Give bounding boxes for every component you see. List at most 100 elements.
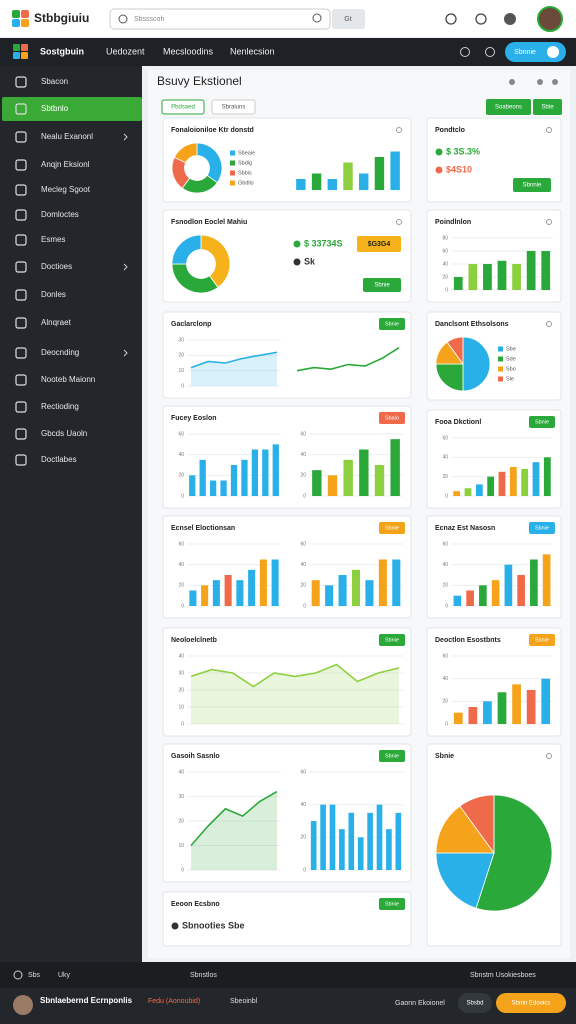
sidebar-active [2, 97, 142, 121]
search-box[interactable] [109, 8, 331, 30]
tab-label: Sbraiuns [222, 105, 246, 111]
sidebar-item[interactable]: Gbcds Uaoln [41, 429, 87, 438]
line [190, 663, 400, 688]
nav-item[interactable]: Mecsloodins [163, 46, 214, 56]
card-badge[interactable] [379, 522, 405, 534]
sidebar-item[interactable]: Mecleg Sgoot [41, 185, 91, 194]
card-menu[interactable] [546, 753, 552, 759]
nav-item[interactable]: Nenlecsion [230, 46, 275, 56]
card-menu[interactable] [546, 219, 552, 225]
sidebar-item[interactable]: Sbtbnlo [41, 104, 69, 113]
search-button[interactable] [332, 9, 365, 29]
bar [325, 585, 334, 606]
card-menu[interactable] [396, 219, 402, 225]
action-button[interactable] [533, 99, 562, 115]
bar [376, 804, 383, 870]
sidebar [0, 66, 142, 962]
footer-button[interactable] [496, 993, 566, 1013]
legend-label: Sbo [506, 366, 516, 372]
search-icon [118, 14, 128, 24]
footer-item[interactable]: Sbnstm Usokiesboes [470, 972, 536, 979]
area [191, 352, 277, 386]
bar [526, 690, 536, 724]
card-badge[interactable] [529, 522, 555, 534]
nav-icon[interactable] [460, 47, 470, 57]
y-tick-label: 60 [178, 431, 184, 437]
y-tick-label: 0 [445, 493, 448, 499]
bar [504, 564, 513, 606]
card-badge[interactable] [529, 634, 555, 646]
footer-item[interactable]: Sbnstlos [190, 972, 217, 979]
avatar[interactable] [537, 6, 563, 32]
nav-icon[interactable] [485, 47, 495, 57]
bar [241, 459, 248, 496]
nav-logo [21, 52, 28, 59]
legend-label: Sbdig [238, 160, 252, 166]
bar [509, 467, 517, 496]
card-badge[interactable] [379, 898, 405, 910]
bar [209, 480, 217, 496]
card-menu[interactable] [546, 127, 552, 133]
bar [390, 151, 400, 190]
y-tick-label: 60 [178, 541, 184, 547]
sidebar-item[interactable]: Domloctes [41, 210, 79, 219]
footer-item[interactable]: Uky [58, 972, 71, 979]
bar [468, 264, 478, 290]
icon-button[interactable] [445, 13, 457, 25]
footer-item[interactable]: Sbs [28, 972, 41, 979]
sidebar-item[interactable]: Anqjn Eksionl [41, 160, 90, 169]
sidebar-item[interactable]: Sbacon [41, 77, 68, 86]
tab[interactable] [161, 99, 205, 115]
search-placeholder: Sbssscoh [134, 16, 164, 23]
sidebar-item[interactable]: Doctlabes [41, 455, 77, 464]
sidebar-item[interactable]: Esmes [41, 235, 65, 244]
toolbar-icon [552, 79, 558, 85]
bar [212, 580, 220, 606]
legend-swatch [230, 150, 235, 156]
footer-button[interactable] [458, 993, 492, 1013]
bar [479, 585, 487, 606]
bar [327, 475, 338, 496]
y-tick-label: 0 [445, 721, 448, 727]
bar [512, 684, 521, 724]
card-badge[interactable] [379, 412, 405, 424]
bar [497, 692, 507, 724]
bar [339, 829, 345, 870]
toolbar-icon [509, 79, 515, 85]
bar [271, 559, 279, 606]
nav-item[interactable]: Uedozent [106, 46, 145, 56]
sidebar-item[interactable]: Deocnding [41, 348, 79, 357]
y-tick-label: 0 [181, 603, 184, 609]
icon-button[interactable] [475, 13, 487, 25]
bar [497, 260, 507, 290]
sidebar-item[interactable]: Doctioes [41, 262, 72, 271]
y-tick-label: 60 [300, 769, 306, 775]
action-button[interactable] [486, 99, 531, 115]
card-badge[interactable] [379, 318, 405, 330]
button[interactable] [363, 278, 401, 292]
card-badge[interactable] [379, 634, 405, 646]
card-badge[interactable] [529, 416, 555, 428]
y-tick-label: 40 [300, 802, 306, 808]
sidebar-item[interactable]: Rectioding [41, 402, 79, 411]
tab-label: Pbdsaed [171, 105, 195, 111]
pie-slice [475, 794, 553, 912]
icon-button[interactable] [504, 13, 516, 25]
card-badge[interactable] [379, 750, 405, 762]
card-menu[interactable] [396, 127, 402, 133]
bar [199, 459, 206, 496]
y-tick-label: 10 [178, 843, 184, 849]
tab[interactable] [211, 99, 256, 115]
chevron [123, 349, 128, 357]
sidebar-item[interactable]: Donles [41, 290, 66, 299]
toolbar-icon [537, 79, 543, 85]
card-menu[interactable] [546, 321, 552, 327]
button[interactable] [513, 178, 551, 192]
y-tick-label: 20 [442, 474, 448, 480]
sidebar-item[interactable]: Alnqraet [41, 318, 72, 327]
legend-label: Sle [506, 376, 514, 382]
card-badge-label: Sbnie [385, 321, 399, 327]
sidebar-item[interactable]: Nooteb Maionn [41, 375, 95, 384]
sidebar-item[interactable]: Nealu Exanonl [41, 132, 93, 141]
